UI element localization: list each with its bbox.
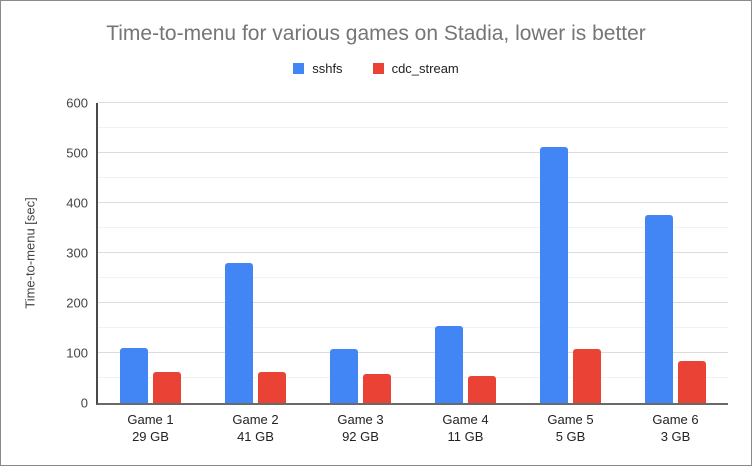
x-category-label: Game 6 3 GB — [623, 411, 728, 445]
bar-sshfs — [225, 262, 253, 403]
x-category-label: Game 5 5 GB — [518, 411, 623, 445]
legend-item-sshfs: sshfs — [293, 61, 343, 76]
minor-gridline — [98, 177, 728, 178]
y-tick-label: 500 — [66, 145, 88, 161]
bar-sshfs — [435, 325, 463, 403]
legend-swatch-cdc-stream — [372, 63, 384, 74]
major-gridline — [98, 302, 728, 303]
bar-groups — [98, 103, 728, 403]
y-tick-label: 600 — [66, 95, 88, 111]
x-category-label: Game 4 11 GB — [413, 411, 518, 445]
minor-gridline — [98, 377, 728, 378]
bar-group — [413, 103, 518, 403]
x-category-size: 29 GB — [132, 429, 169, 444]
y-tick-label: 400 — [66, 195, 88, 211]
y-tick-label: 300 — [66, 245, 88, 261]
bar-cdc_stream — [573, 349, 601, 403]
legend-item-cdc-stream: cdc_stream — [372, 61, 459, 76]
major-gridline — [98, 152, 728, 153]
x-category-label: Game 1 29 GB — [98, 411, 203, 445]
y-tick-label: 100 — [66, 345, 88, 361]
bar-sshfs — [540, 146, 568, 403]
x-category-name: Game 5 — [547, 412, 594, 427]
bar-group — [623, 103, 728, 403]
legend-swatch-sshfs — [293, 63, 305, 74]
bar-cdc_stream — [678, 360, 706, 403]
bar-cdc_stream — [468, 376, 496, 403]
bar-group — [98, 103, 203, 403]
x-axis-labels: Game 1 29 GB Game 2 41 GB Game 3 92 GB Game 4 1… — [98, 411, 728, 445]
x-category-name: Game 4 — [442, 412, 489, 427]
minor-gridline — [98, 127, 728, 128]
y-axis-ticks: 0 100 200 300 400 500 600 — [0, 96, 88, 411]
major-gridline — [98, 102, 728, 103]
x-category-size: 41 GB — [237, 429, 274, 444]
major-gridline — [98, 202, 728, 203]
minor-gridline — [98, 277, 728, 278]
bar-cdc_stream — [258, 371, 286, 403]
bar-sshfs — [120, 348, 148, 403]
minor-gridline — [98, 327, 728, 328]
x-category-size: 92 GB — [342, 429, 379, 444]
x-category-label: Game 2 41 GB — [203, 411, 308, 445]
legend-label-cdc-stream: cdc_stream — [391, 61, 459, 76]
x-category-size: 11 GB — [447, 429, 484, 444]
major-gridline — [98, 352, 728, 353]
x-category-size: 5 GB — [555, 429, 586, 444]
legend-label-sshfs: sshfs — [312, 61, 343, 76]
bar-cdc_stream — [363, 373, 391, 403]
x-category-name: Game 6 — [652, 412, 699, 427]
bar-group — [308, 103, 413, 403]
x-category-name: Game 3 — [337, 412, 384, 427]
bar-sshfs — [330, 349, 358, 403]
y-tick-label: 0 — [80, 395, 88, 411]
x-category-name: Game 1 — [127, 412, 174, 427]
plot-area — [96, 102, 728, 405]
bar-sshfs — [645, 215, 673, 403]
chart-title: Time-to-menu for various games on Stadia… — [106, 22, 646, 45]
x-category-label: Game 3 92 GB — [308, 411, 413, 445]
y-tick-label: 200 — [66, 295, 88, 311]
bar-group — [203, 103, 308, 403]
x-category-size: 3 GB — [660, 429, 691, 444]
bar-cdc_stream — [153, 372, 181, 403]
minor-gridline — [98, 227, 728, 228]
major-gridline — [98, 252, 728, 253]
legend: sshfs cdc_stream — [0, 61, 752, 76]
bar-group — [518, 103, 623, 403]
x-category-name: Game 2 — [232, 412, 279, 427]
